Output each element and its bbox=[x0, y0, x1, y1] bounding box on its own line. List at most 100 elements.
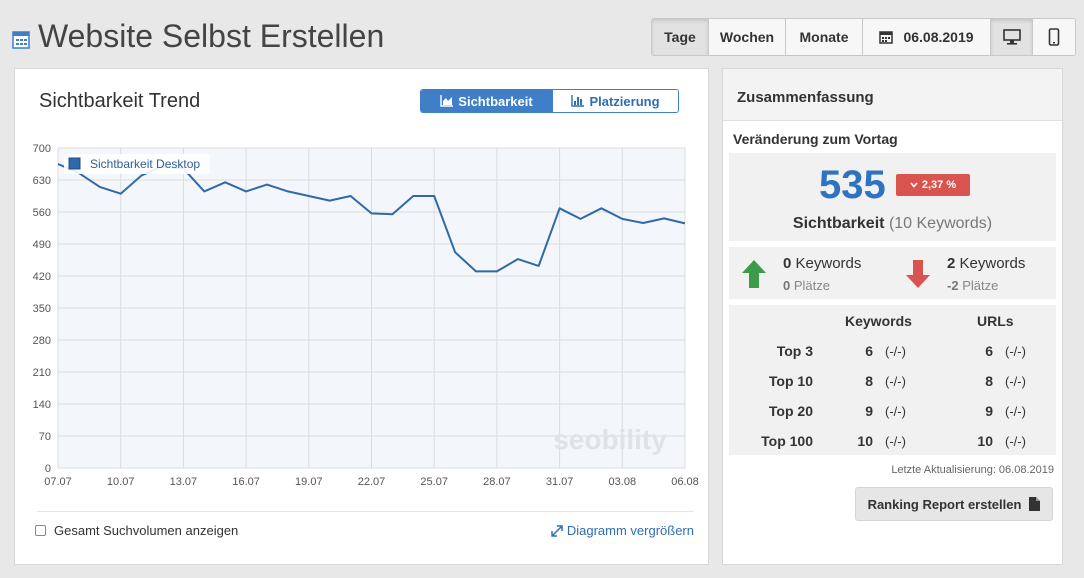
date-picker-button[interactable]: 06.08.2019 bbox=[863, 19, 991, 55]
arrow-up-icon bbox=[742, 260, 766, 288]
ranking-report-label: Ranking Report erstellen bbox=[867, 496, 1022, 512]
legend-box bbox=[64, 154, 210, 174]
row-urls-diff: (-/-) bbox=[1005, 374, 1026, 389]
trend-toggle: Sichtbarkeit Platzierung bbox=[420, 89, 679, 113]
visibility-chart: 0 70 140 210 280 350 420 490 560 630 700 07.07 10.07… bbox=[33, 143, 699, 488]
row-urls: 9 bbox=[985, 403, 993, 419]
page-header: Website Selbst Erstellen Tage Wochen Mon… bbox=[12, 14, 1076, 60]
page-title: Website Selbst Erstellen bbox=[12, 18, 384, 55]
row-keywords-diff: (-/-) bbox=[885, 344, 906, 359]
row-keywords: 10 bbox=[857, 433, 873, 449]
search-volume-checkbox[interactable] bbox=[35, 525, 46, 536]
row-label: Top 100 bbox=[761, 433, 813, 449]
y-tick-label: 630 bbox=[33, 175, 51, 187]
x-tick-label: 31.07 bbox=[546, 476, 574, 488]
legend-label: Sichtbarkeit Desktop bbox=[90, 157, 200, 171]
down-places: -2 Plätze bbox=[947, 278, 999, 293]
x-tick-label: 10.07 bbox=[107, 476, 135, 488]
enlarge-chart-link[interactable]: Diagramm vergrößern bbox=[551, 523, 694, 538]
summary-header: Zusammenfassung bbox=[723, 69, 1062, 121]
down-keywords: 2 Keywords bbox=[947, 255, 1026, 272]
score-label: Sichtbarkeit (10 Keywords) bbox=[729, 215, 1056, 233]
row-urls: 6 bbox=[985, 343, 993, 359]
row-urls: 8 bbox=[985, 373, 993, 389]
row-urls-diff: (-/-) bbox=[1005, 404, 1026, 419]
x-tick-label: 28.07 bbox=[483, 476, 511, 488]
bar-chart-icon bbox=[571, 95, 585, 107]
row-urls-diff: (-/-) bbox=[1005, 344, 1026, 359]
x-tick-label: 16.07 bbox=[232, 476, 260, 488]
top-rankings-table: Keywords URLs Top 3 6 (-/-) 6 (-/-) Top … bbox=[729, 305, 1056, 455]
row-keywords-diff: (-/-) bbox=[885, 404, 906, 419]
y-tick-label: 70 bbox=[39, 431, 51, 443]
y-tick-label: 560 bbox=[33, 207, 51, 219]
desktop-icon bbox=[1002, 29, 1021, 45]
ranking-report-button[interactable]: Ranking Report erstellen bbox=[855, 487, 1053, 521]
x-tick-label: 22.07 bbox=[358, 476, 386, 488]
chevron-down-icon bbox=[910, 182, 918, 188]
legend-swatch bbox=[68, 157, 81, 170]
x-tick-label: 19.07 bbox=[295, 476, 323, 488]
desktop-button[interactable] bbox=[991, 19, 1033, 55]
row-label: Top 20 bbox=[768, 403, 813, 419]
row-label: Top 10 bbox=[768, 373, 813, 389]
last-update: Letzte Aktualisierung: 06.08.2019 bbox=[891, 464, 1054, 476]
x-tick-label: 03.08 bbox=[609, 476, 637, 488]
period-group: Tage Wochen Monate 06.08.2019 bbox=[651, 18, 1076, 56]
ranking-toggle-label: Platzierung bbox=[589, 93, 660, 109]
tab-weeks[interactable]: Wochen bbox=[709, 19, 786, 55]
search-volume-toggle[interactable]: Gesamt Suchvolumen anzeigen bbox=[35, 523, 238, 538]
enlarge-chart-label: Diagramm vergrößern bbox=[566, 523, 694, 538]
expand-icon bbox=[551, 524, 563, 537]
row-urls-diff: (-/-) bbox=[1005, 434, 1026, 449]
calendar-icon bbox=[879, 31, 894, 44]
row-keywords-diff: (-/-) bbox=[885, 374, 906, 389]
col-urls: URLs bbox=[977, 313, 1014, 329]
y-tick-label: 420 bbox=[33, 271, 51, 283]
row-keywords: 8 bbox=[865, 373, 873, 389]
up-keywords: 0 Keywords bbox=[783, 255, 862, 272]
tab-days[interactable]: Tage bbox=[652, 19, 709, 55]
trend-card: Sichtbarkeit Trend Sichtbarkeit Platzier… bbox=[14, 68, 709, 565]
arrow-down-icon bbox=[906, 260, 930, 288]
file-icon bbox=[1029, 497, 1041, 511]
visibility-score: 535 bbox=[819, 163, 886, 207]
project-icon bbox=[12, 30, 30, 49]
up-places: 0 Plätze bbox=[783, 278, 830, 293]
row-keywords: 9 bbox=[865, 403, 873, 419]
row-keywords: 6 bbox=[865, 343, 873, 359]
row-label: Top 3 bbox=[776, 343, 813, 359]
score-label-main: Sichtbarkeit bbox=[792, 215, 885, 232]
x-tick-label: 25.07 bbox=[420, 476, 448, 488]
summary-title: Zusammenfassung bbox=[737, 89, 874, 106]
y-tick-label: 140 bbox=[33, 399, 51, 411]
ranking-toggle-button[interactable]: Platzierung bbox=[552, 90, 678, 112]
x-tick-label: 06.08 bbox=[671, 476, 699, 488]
toolbar: Tage Wochen Monate 06.08.2019 bbox=[651, 18, 1076, 56]
trend-title: Sichtbarkeit Trend bbox=[39, 90, 201, 112]
score-label-sub: (10 Keywords) bbox=[888, 215, 993, 232]
y-tick-label: 350 bbox=[33, 303, 51, 315]
mobile-button[interactable] bbox=[1033, 19, 1075, 55]
change-badge: 2,37 % bbox=[896, 174, 970, 196]
y-tick-label: 700 bbox=[33, 143, 51, 155]
y-tick-label: 210 bbox=[33, 367, 51, 379]
watermark: seobility bbox=[553, 424, 667, 455]
visibility-toggle-label: Sichtbarkeit bbox=[458, 93, 533, 109]
page-title-text: Website Selbst Erstellen bbox=[38, 18, 385, 54]
date-label: 06.08.2019 bbox=[903, 29, 974, 45]
search-volume-label: Gesamt Suchvolumen anzeigen bbox=[54, 523, 239, 538]
y-tick-label: 490 bbox=[33, 239, 51, 251]
tab-months[interactable]: Monate bbox=[786, 19, 863, 55]
visibility-toggle-button[interactable]: Sichtbarkeit bbox=[421, 90, 552, 112]
change-title: Veränderung zum Vortag bbox=[733, 131, 898, 147]
keyword-movement-box: 0 Keywords 0 Plätze 2 Keywords -2 Plätze bbox=[729, 247, 1056, 299]
y-tick-label: 0 bbox=[45, 463, 51, 475]
col-keywords: Keywords bbox=[845, 313, 912, 329]
footer-divider bbox=[37, 511, 694, 512]
summary-card: Zusammenfassung Veränderung zum Vortag 5… bbox=[722, 68, 1063, 565]
change-value: 2,37 % bbox=[921, 179, 957, 191]
x-tick-label: 13.07 bbox=[170, 476, 198, 488]
score-box: 535 2,37 % Sichtbarkeit (10 Keywords) bbox=[729, 153, 1056, 241]
mobile-icon bbox=[1048, 28, 1060, 46]
